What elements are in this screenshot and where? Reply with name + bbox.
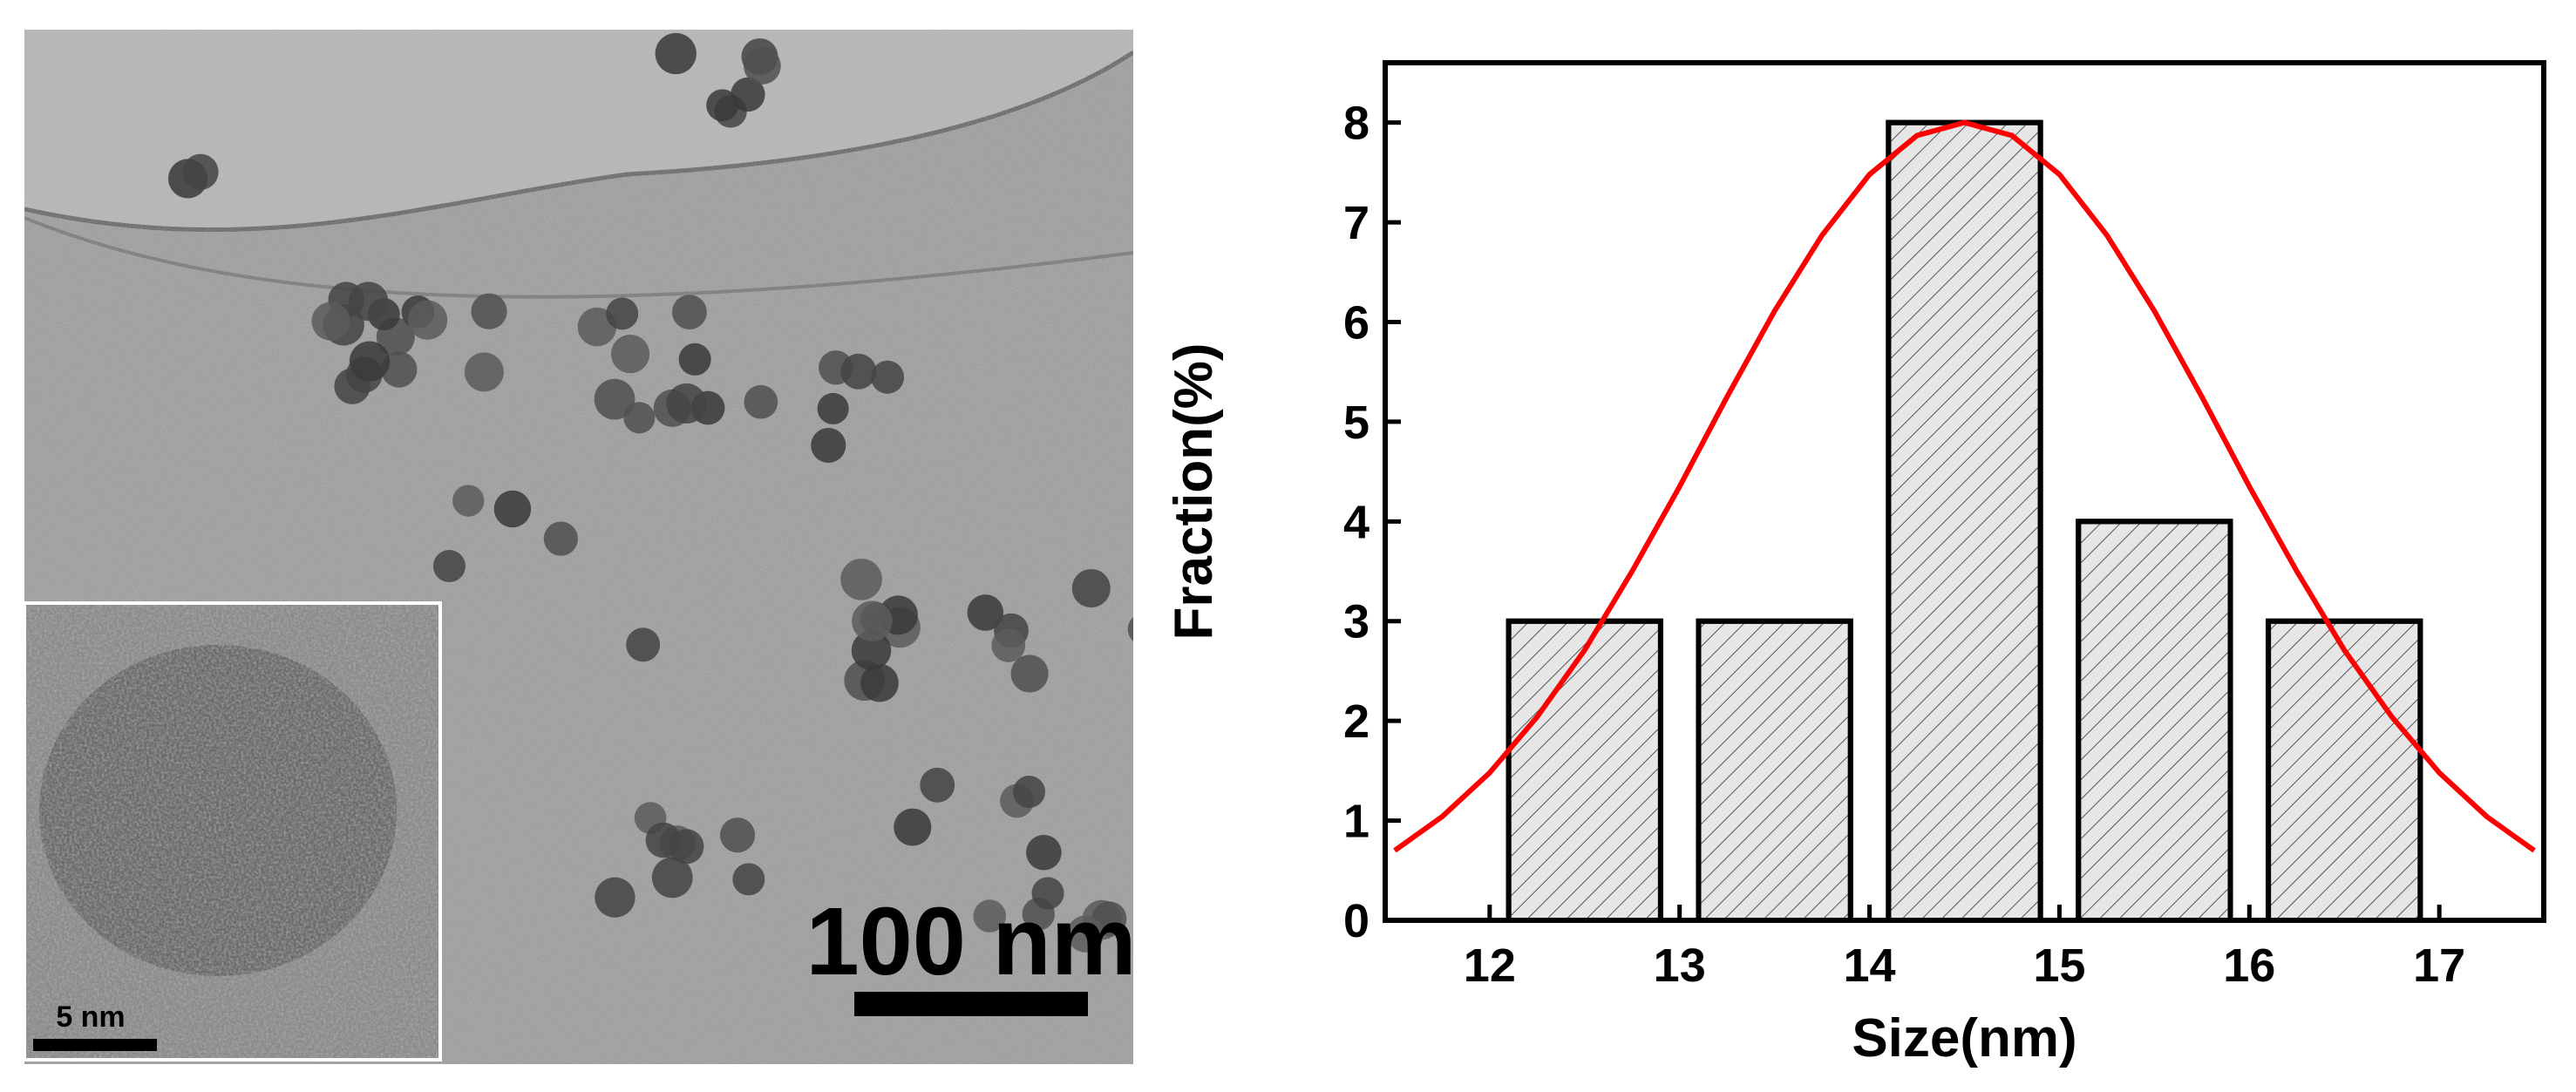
particle [967,594,1004,631]
bar-hatch [2076,519,2233,923]
y-tick-label: 5 [1343,397,1370,449]
x-tick-label: 14 [1844,939,1896,992]
y-tick-label: 3 [1343,596,1370,648]
inset-scale-label: 5 nm [56,1000,125,1034]
particle [471,293,507,329]
particle [1026,834,1062,871]
particle [1071,568,1111,608]
fit-curve [1393,119,2536,853]
particle [493,490,532,528]
particle [452,485,485,517]
x-tick-label: 17 [2413,939,2465,992]
particle [851,630,892,671]
y-tick-label: 1 [1343,796,1370,848]
particle [594,378,636,420]
particle [349,281,389,322]
y-tick-label: 6 [1343,296,1370,349]
x-tick-label: 16 [2223,939,2275,992]
bar-hatch [1505,618,1663,924]
particle [182,153,219,190]
inset-grain [26,605,438,1058]
particle [920,767,955,803]
particle [706,89,739,122]
particle [349,341,391,382]
x-tick-label: 12 [1464,939,1516,992]
particle [894,808,932,846]
y-tick-label: 2 [1343,695,1370,748]
particle [651,857,693,899]
bar-hatch [1886,119,2043,923]
particle [1010,655,1049,693]
bar-hatch [1696,618,1853,924]
particle [871,360,905,394]
x-tick-label: 15 [2033,939,2085,992]
particle [744,47,781,85]
x-tick-label: 13 [1654,939,1706,992]
particle [817,392,849,424]
particle [311,302,350,341]
particle [719,817,756,853]
particle [432,550,466,583]
particle [840,558,882,600]
particle [732,863,765,896]
scale-bar [854,992,1088,1016]
particle [606,297,639,330]
inset-scale-bar [33,1039,157,1051]
y-axis-label: Fraction(%) [1164,343,1224,641]
y-tick-label: 0 [1343,895,1370,947]
plot-frame [1383,60,2546,923]
particle [840,353,877,390]
x-axis-label: Size(nm) [1852,1008,2076,1068]
particle [610,335,650,374]
particle [464,352,504,392]
particle [666,383,707,424]
particle [671,295,707,330]
bar-hatch [2266,618,2423,924]
particle [543,521,578,556]
particle [1067,915,1104,953]
particle [626,627,661,662]
particle [381,351,418,388]
particle [852,600,893,642]
particle [860,663,899,702]
tem-image: 5 nm 100 nm [24,30,1136,1064]
particles [168,32,1133,953]
particle [655,32,697,75]
particle [408,300,448,340]
particle [678,343,711,376]
y-tick-label: 8 [1343,98,1370,150]
particle [991,628,1026,662]
particle [811,428,846,464]
y-tick-label: 7 [1343,197,1370,249]
particle [973,899,1007,933]
y-tick-label: 4 [1343,496,1370,548]
particle [1031,877,1064,910]
scale-label: 100 nm [805,888,1136,995]
particle [1013,776,1046,809]
particle [731,77,765,112]
particle [595,877,636,918]
particle [1127,617,1133,641]
particle [744,384,778,419]
particle [669,829,704,865]
